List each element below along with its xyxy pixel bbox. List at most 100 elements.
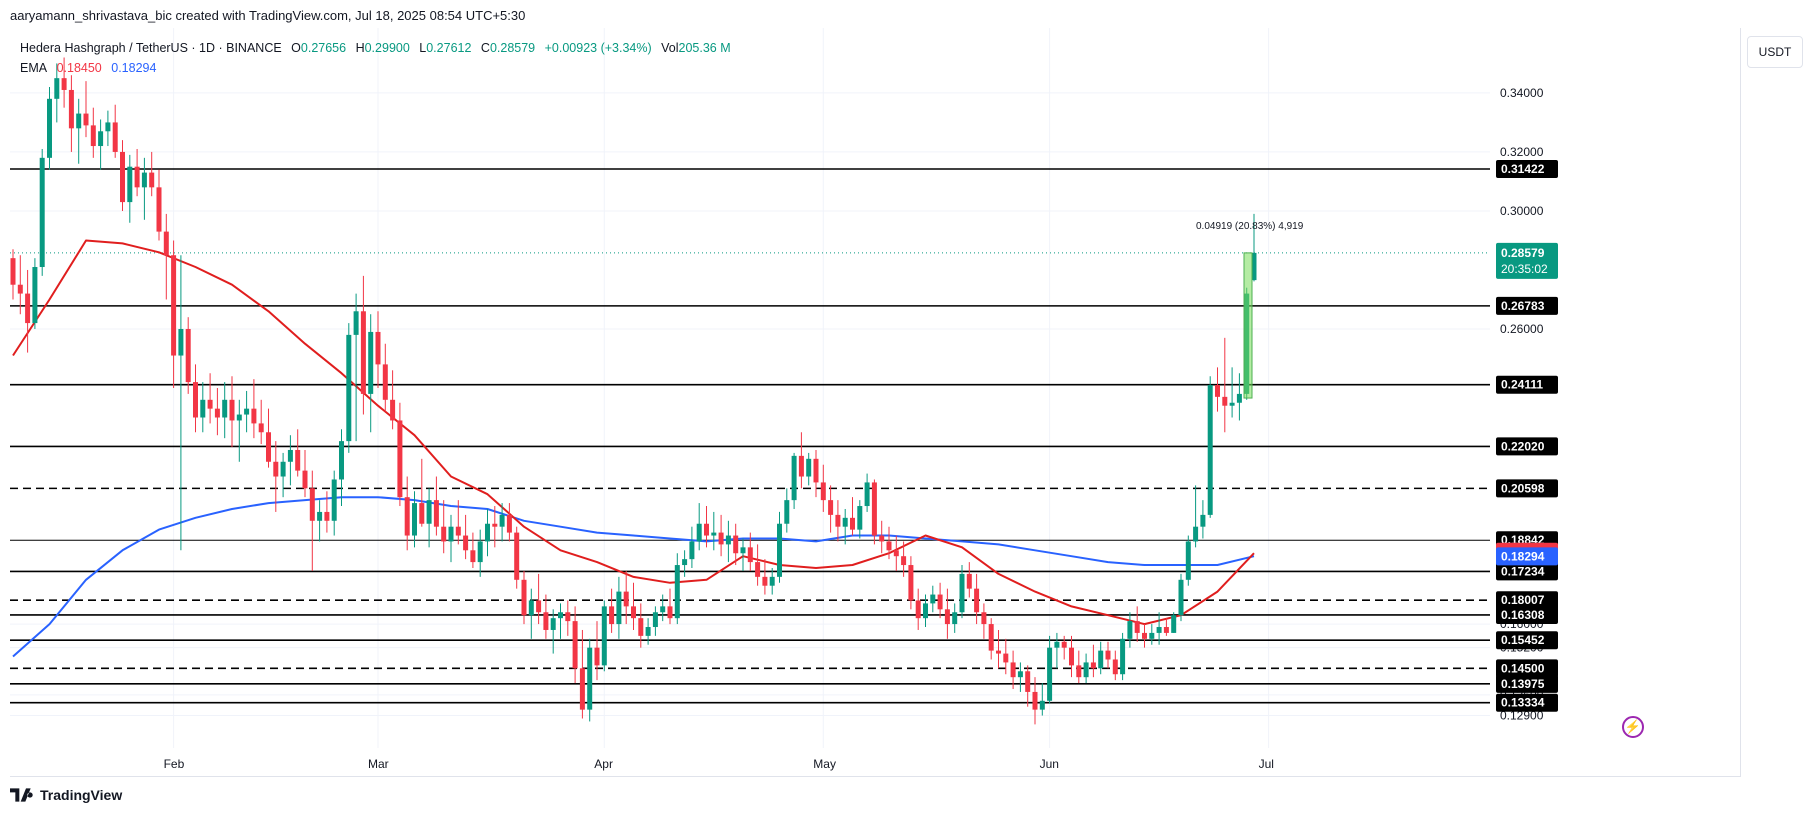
level-label: 0.13334 bbox=[1501, 696, 1545, 710]
candle-body bbox=[944, 609, 950, 625]
price-tick-label: 0.12900 bbox=[1500, 709, 1544, 723]
candle-body bbox=[90, 125, 96, 147]
candle-body bbox=[981, 612, 987, 625]
candle-body bbox=[477, 541, 483, 563]
candle-body bbox=[1105, 650, 1111, 660]
level-label: 0.14500 bbox=[1501, 661, 1545, 675]
candle-body bbox=[287, 449, 293, 462]
candle-body bbox=[302, 470, 308, 489]
candle-body bbox=[17, 284, 23, 294]
candle-body bbox=[280, 461, 286, 477]
tradingview-logo-icon bbox=[10, 788, 33, 802]
candle-body bbox=[667, 606, 673, 619]
ema-row: EMA 0.18450 0.18294 bbox=[20, 58, 737, 78]
candle-body bbox=[1120, 638, 1126, 675]
candle-body bbox=[98, 131, 104, 147]
candle-body bbox=[10, 258, 16, 285]
symbol-title[interactable]: Hedera Hashgraph / TetherUS · 1D · BINAN… bbox=[20, 41, 282, 55]
candle-body bbox=[229, 399, 235, 421]
candle-body bbox=[178, 328, 184, 356]
candle-body bbox=[682, 559, 688, 566]
candle-body bbox=[419, 503, 425, 524]
ema-label[interactable]: EMA bbox=[20, 61, 48, 75]
level-label-bg bbox=[1496, 159, 1558, 178]
candle-body bbox=[1076, 665, 1082, 678]
candle-body bbox=[193, 382, 198, 418]
volume-value: 205.36 M bbox=[678, 41, 731, 55]
candle-body bbox=[506, 514, 512, 533]
candle-body bbox=[660, 606, 666, 613]
level-label-bg bbox=[1496, 437, 1558, 456]
candle-body bbox=[404, 497, 410, 536]
chart-caption: aaryamann_shrivastava_bic created with T… bbox=[10, 8, 526, 23]
candle-body bbox=[996, 650, 1001, 654]
candle-body bbox=[324, 511, 330, 521]
candle-body bbox=[214, 408, 220, 418]
measure-box bbox=[1243, 252, 1253, 399]
price-chart[interactable]: 0.340000.320000.300000.260000.160000.152… bbox=[10, 28, 1740, 776]
candle-body bbox=[631, 606, 636, 619]
candle-body bbox=[1156, 627, 1162, 633]
candle-body bbox=[1149, 632, 1155, 639]
candle-body bbox=[937, 594, 943, 610]
candle-body bbox=[200, 399, 206, 418]
candle-body bbox=[68, 89, 74, 129]
candle-body bbox=[1127, 621, 1133, 639]
candle-body bbox=[207, 399, 213, 409]
flash-icon[interactable]: ⚡ bbox=[1622, 716, 1644, 738]
level-label-bg bbox=[1496, 659, 1558, 678]
candle-body bbox=[1200, 514, 1206, 527]
candle-body bbox=[1039, 700, 1045, 710]
candle-body bbox=[1178, 579, 1184, 616]
candle-body bbox=[857, 506, 863, 530]
candle-body bbox=[974, 588, 980, 613]
candle-body bbox=[638, 618, 644, 636]
candle-body bbox=[1134, 621, 1140, 633]
candle-body bbox=[455, 526, 461, 536]
candle-body bbox=[185, 328, 191, 383]
candle-body bbox=[163, 231, 169, 256]
candle-body bbox=[871, 482, 877, 536]
tradingview-logo[interactable]: TradingView bbox=[10, 787, 122, 803]
level-label: 0.22020 bbox=[1501, 439, 1545, 453]
candle-body bbox=[368, 331, 374, 394]
open-label: O bbox=[291, 41, 301, 55]
candle-body bbox=[141, 172, 147, 188]
candle-body bbox=[1047, 647, 1053, 701]
candle-body bbox=[572, 621, 578, 669]
candle-body bbox=[1185, 541, 1191, 580]
currency-selector[interactable]: USDT bbox=[1747, 36, 1803, 68]
candle-body bbox=[47, 98, 52, 158]
candle-body bbox=[83, 113, 89, 126]
level-label-bg bbox=[1496, 693, 1558, 712]
candle-body bbox=[25, 293, 31, 324]
candle-body bbox=[112, 122, 118, 152]
candle-body bbox=[828, 500, 834, 515]
candle-body bbox=[1222, 396, 1228, 406]
ema-slow-line bbox=[12, 496, 1255, 658]
candle-body bbox=[1054, 641, 1060, 648]
candle-body bbox=[689, 541, 695, 560]
candle-body bbox=[1193, 526, 1199, 542]
candle-body bbox=[32, 267, 38, 324]
candle-body bbox=[988, 624, 994, 651]
candle-body bbox=[1229, 402, 1235, 406]
candle-body bbox=[390, 399, 396, 421]
candle-body bbox=[134, 166, 140, 188]
chart-plot-area[interactable]: 0.340000.320000.300000.260000.160000.152… bbox=[10, 28, 1741, 777]
candle-body bbox=[1112, 659, 1118, 675]
candle-body bbox=[1171, 615, 1177, 633]
candle-body bbox=[441, 526, 447, 542]
candle-body bbox=[448, 526, 454, 542]
level-label: 0.31422 bbox=[1501, 162, 1545, 176]
level-label-bg bbox=[1496, 674, 1558, 693]
candle-body bbox=[528, 600, 534, 616]
candle-body bbox=[1207, 385, 1213, 515]
candle-body bbox=[565, 612, 571, 622]
candle-body bbox=[784, 500, 790, 524]
candle-body bbox=[959, 573, 965, 613]
candle-body bbox=[375, 331, 381, 365]
x-tick-label: Jul bbox=[1259, 757, 1274, 771]
candle-body bbox=[915, 600, 921, 619]
level-label: 0.17234 bbox=[1501, 564, 1545, 578]
